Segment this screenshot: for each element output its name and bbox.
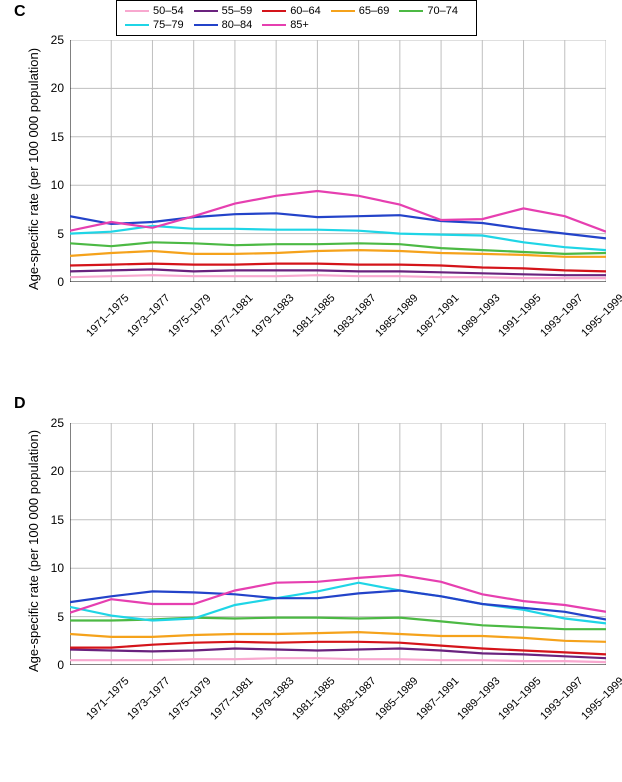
x-tick-label: 1995–1999 [579,675,622,722]
legend-swatch [194,24,218,26]
legend-label: 75–79 [153,18,184,32]
y-tick-label: 25 [51,33,64,47]
y-tick-label: 0 [57,275,64,289]
series-line [70,591,606,620]
x-tick-label: 1981–1985 [290,292,337,339]
y-tick-label: 20 [51,464,64,478]
page: { "legend": { "items": [ {"label":"50–54… [0,0,622,782]
legend-swatch [399,10,423,12]
y-tick-label: 15 [51,130,64,144]
legend-item: 75–79 [125,18,184,32]
x-tick-label: 1979–1983 [249,675,296,722]
y-axis-label-c: Age-specific rate (per 100 000 populatio… [26,48,41,290]
legend: 50–54 55–59 60–64 65–69 70–74 75–79 80–84 85+ [116,0,477,36]
legend-swatch [262,10,286,12]
x-tick-label: 1977–1981 [208,292,255,339]
y-tick-label: 0 [57,658,64,672]
legend-swatch [125,24,149,26]
legend-item: 65–69 [331,4,390,18]
chart-c: 05101520251971–19751973–19771975–1979197… [70,40,606,282]
x-tick-label: 1973–1977 [125,292,172,339]
legend-swatch [331,10,355,12]
legend-label: 60–64 [290,4,321,18]
x-tick-label: 1973–1977 [125,675,172,722]
legend-label: 85+ [290,18,309,32]
y-axis-label-d: Age-specific rate (per 100 000 populatio… [26,430,41,672]
legend-item: 80–84 [194,18,253,32]
y-tick-label: 25 [51,416,64,430]
series-line [70,658,606,662]
y-tick-label: 10 [51,561,64,575]
x-tick-label: 1987–1991 [414,675,461,722]
series-line [70,642,606,655]
x-tick-label: 1983–1987 [332,292,379,339]
x-tick-label: 1991–1995 [496,675,543,722]
legend-item: 55–59 [194,4,253,18]
x-tick-label: 1981–1985 [290,675,337,722]
y-tick-label: 10 [51,178,64,192]
chart-d: 05101520251971–19751973–19771975–1979197… [70,423,606,665]
y-tick-label: 5 [57,227,64,241]
legend-swatch [262,24,286,26]
legend-label: 65–69 [359,4,390,18]
legend-label: 80–84 [222,18,253,32]
y-tick-label: 5 [57,610,64,624]
legend-item: 70–74 [399,4,458,18]
x-tick-label: 1985–1989 [373,675,420,722]
x-tick-label: 1987–1991 [414,292,461,339]
legend-item: 60–64 [262,4,321,18]
x-tick-label: 1971–1975 [84,675,131,722]
x-tick-label: 1993–1997 [538,675,585,722]
x-tick-label: 1975–1979 [167,292,214,339]
plot-area [70,423,606,665]
x-tick-label: 1993–1997 [538,292,585,339]
x-tick-label: 1977–1981 [208,675,255,722]
panel-label-c: C [14,3,26,21]
y-tick-label: 15 [51,513,64,527]
legend-item: 85+ [262,18,309,32]
series-line [70,632,606,642]
legend-item: 50–54 [125,4,184,18]
x-tick-label: 1989–1993 [455,292,502,339]
legend-label: 50–54 [153,4,184,18]
panel-label-d: D [14,395,26,413]
x-tick-label: 1971–1975 [84,292,131,339]
legend-label: 55–59 [222,4,253,18]
legend-swatch [125,10,149,12]
series-line [70,275,606,278]
legend-label: 70–74 [427,4,458,18]
y-tick-label: 20 [51,81,64,95]
x-tick-label: 1985–1989 [373,292,420,339]
plot-area [70,40,606,282]
x-tick-label: 1991–1995 [496,292,543,339]
x-tick-label: 1995–1999 [579,292,622,339]
x-tick-label: 1983–1987 [332,675,379,722]
x-tick-label: 1979–1983 [249,292,296,339]
legend-swatch [194,10,218,12]
x-tick-label: 1989–1993 [455,675,502,722]
x-tick-label: 1975–1979 [167,675,214,722]
